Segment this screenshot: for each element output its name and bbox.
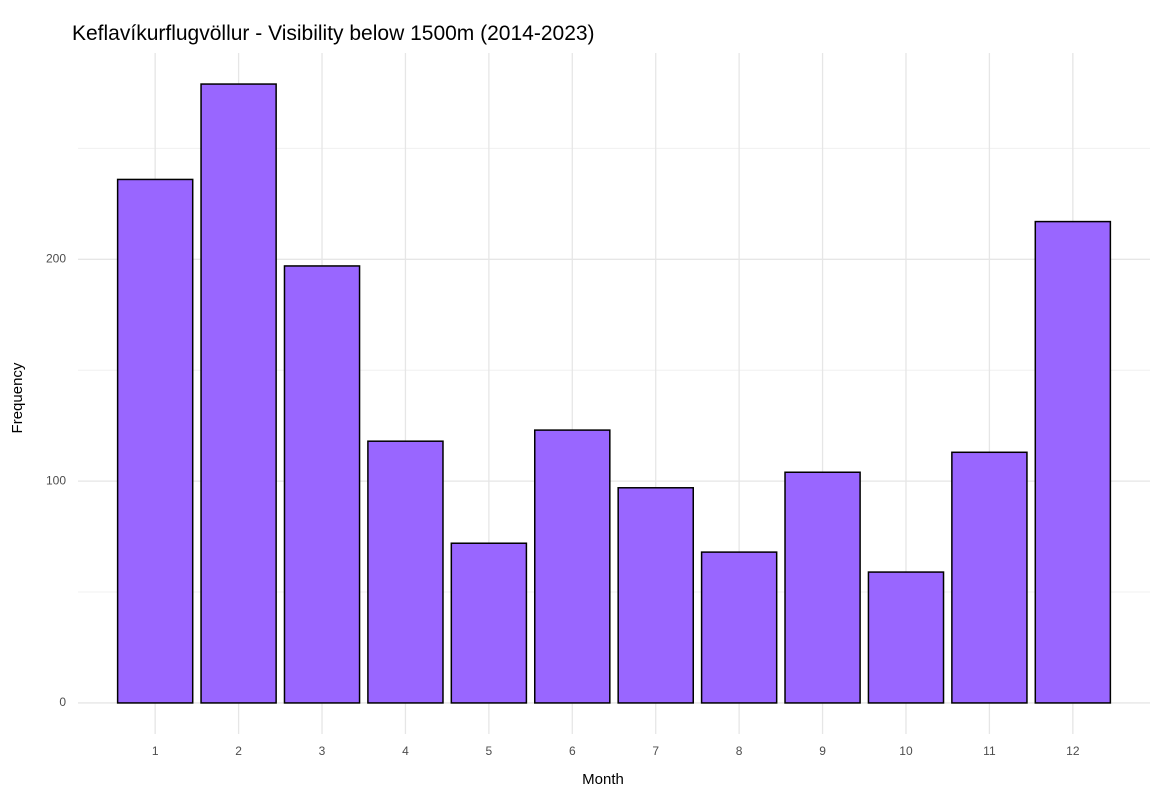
x-tick-label: 11 bbox=[983, 744, 996, 758]
x-tick-label: 9 bbox=[819, 744, 826, 758]
y-axis-title: Frequency bbox=[9, 362, 26, 433]
x-tick-label: 6 bbox=[569, 744, 576, 758]
bar bbox=[784, 471, 861, 704]
x-tick-label: 1 bbox=[152, 744, 159, 758]
bar bbox=[617, 487, 695, 704]
bar bbox=[533, 429, 611, 704]
x-axis-title: Month bbox=[582, 771, 624, 788]
x-tick-label: 8 bbox=[736, 744, 743, 758]
bar bbox=[200, 83, 277, 704]
bar bbox=[1034, 220, 1112, 704]
bar bbox=[867, 571, 945, 704]
y-tick-label: 0 bbox=[59, 695, 66, 709]
y-tick-label: 100 bbox=[46, 473, 66, 487]
y-tick-label: 200 bbox=[46, 251, 66, 265]
bar bbox=[283, 265, 361, 704]
x-tick-label: 12 bbox=[1066, 744, 1080, 758]
x-tick-label: 4 bbox=[402, 744, 409, 758]
x-tick-label: 3 bbox=[319, 744, 326, 758]
bar bbox=[116, 178, 194, 704]
x-tick-label: 2 bbox=[235, 744, 242, 758]
x-tick-label: 10 bbox=[899, 744, 913, 758]
x-tick-label: 5 bbox=[486, 744, 493, 758]
bar bbox=[367, 440, 444, 704]
chart-title: Keflavíkurflugvöllur - Visibility below … bbox=[72, 22, 595, 45]
bar bbox=[951, 451, 1028, 704]
bar bbox=[700, 551, 778, 704]
x-tick-label: 7 bbox=[652, 744, 659, 758]
bar bbox=[450, 542, 528, 704]
